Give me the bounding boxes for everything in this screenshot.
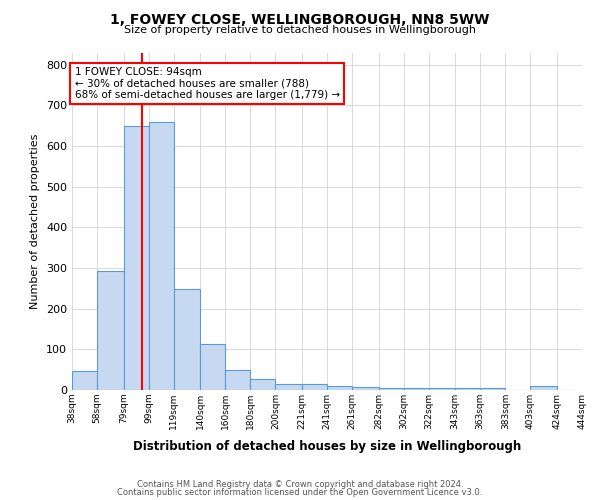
Bar	[327, 386, 352, 390]
Bar	[149, 122, 174, 390]
Text: Contains HM Land Registry data © Crown copyright and database right 2024.: Contains HM Land Registry data © Crown c…	[137, 480, 463, 489]
Bar	[174, 289, 200, 390]
Bar	[97, 271, 124, 390]
Bar	[530, 386, 557, 390]
Bar	[404, 388, 429, 390]
Bar	[72, 371, 97, 390]
Bar	[429, 388, 455, 390]
Y-axis label: Number of detached properties: Number of detached properties	[31, 134, 40, 309]
Bar	[455, 388, 480, 390]
Bar	[250, 378, 275, 390]
Bar	[480, 388, 505, 390]
Bar	[275, 384, 302, 390]
Bar	[225, 370, 250, 390]
Text: Size of property relative to detached houses in Wellingborough: Size of property relative to detached ho…	[124, 25, 476, 35]
Bar	[302, 384, 327, 390]
X-axis label: Distribution of detached houses by size in Wellingborough: Distribution of detached houses by size …	[133, 440, 521, 454]
Bar	[200, 344, 225, 390]
Text: 1 FOWEY CLOSE: 94sqm
← 30% of detached houses are smaller (788)
68% of semi-deta: 1 FOWEY CLOSE: 94sqm ← 30% of detached h…	[74, 66, 340, 100]
Text: 1, FOWEY CLOSE, WELLINGBOROUGH, NN8 5WW: 1, FOWEY CLOSE, WELLINGBOROUGH, NN8 5WW	[110, 12, 490, 26]
Bar	[379, 388, 404, 390]
Text: Contains public sector information licensed under the Open Government Licence v3: Contains public sector information licen…	[118, 488, 482, 497]
Bar	[352, 387, 379, 390]
Bar	[124, 126, 149, 390]
